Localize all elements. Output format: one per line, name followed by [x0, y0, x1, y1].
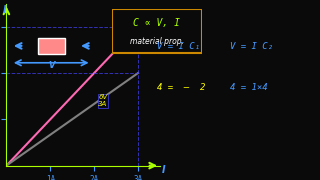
Text: 4 = 1×4: 4 = 1×4 — [230, 83, 268, 92]
Text: C ∝ V, I: C ∝ V, I — [133, 18, 180, 28]
Text: material prop.: material prop. — [130, 37, 184, 46]
Text: V: V — [48, 61, 54, 70]
Text: 6V
3A: 6V 3A — [98, 94, 108, 107]
Text: V = I C₁: V = I C₁ — [157, 42, 200, 51]
Bar — [112, 9, 202, 53]
Text: V = I C₂: V = I C₂ — [230, 42, 273, 51]
Text: I: I — [3, 5, 7, 15]
Text: I: I — [162, 165, 166, 175]
Bar — [38, 38, 65, 54]
Text: 4 =  —  2: 4 = — 2 — [157, 83, 205, 92]
